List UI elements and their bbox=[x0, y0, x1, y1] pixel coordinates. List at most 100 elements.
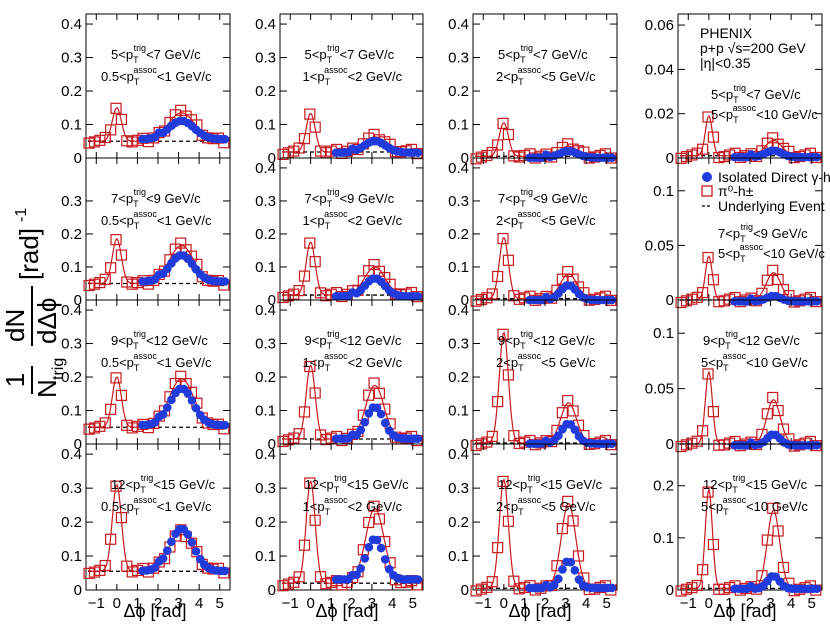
trig-label-part-2: trig bbox=[134, 43, 147, 53]
assoc-label: 1<pTassoc<2 GeV/c bbox=[303, 351, 403, 373]
y-tick-label: 0.3 bbox=[255, 50, 276, 67]
assoc-label-part-0: 5<p bbox=[701, 499, 723, 514]
trig-label: 9<pTtrig<12 GeV/c bbox=[498, 329, 595, 351]
pi0-point bbox=[368, 377, 380, 389]
y-tick-label: 0 bbox=[461, 582, 469, 599]
pi0-point bbox=[105, 403, 117, 415]
pi0-point bbox=[298, 539, 311, 551]
trig-label-part-0: 5<p bbox=[305, 47, 327, 62]
experiment-info: PHENIX p+p √s=200 GeV |η|<0.35 bbox=[700, 25, 806, 71]
pi0-point bbox=[767, 391, 779, 404]
trig-label-part-3: <12 GeV/c bbox=[340, 333, 402, 348]
assoc-label-part-0: 1<p bbox=[303, 355, 325, 370]
assoc-label-part-1: T bbox=[740, 254, 746, 264]
assoc-label-part-3: <5 GeV/c bbox=[541, 213, 596, 228]
xlabel-col-1: Δϕ [rad] bbox=[123, 601, 186, 621]
x-tick-label: −1 bbox=[282, 595, 299, 612]
pi0-point bbox=[115, 249, 128, 261]
pi0-point bbox=[556, 523, 568, 535]
direct-gamma-point bbox=[356, 425, 365, 435]
x-tick-label: −1 bbox=[88, 595, 105, 612]
trig-label: 5<pTtrig<7 GeV/c bbox=[305, 43, 395, 65]
y-tick-label: 0.04 bbox=[645, 61, 674, 78]
direct-gamma-point bbox=[554, 574, 563, 584]
pi0-point bbox=[502, 254, 515, 266]
direct-gamma-point bbox=[413, 148, 423, 157]
assoc-label-part-3: <2 GeV/c bbox=[348, 213, 403, 228]
trig-label-part-3: <12 GeV/c bbox=[533, 333, 595, 348]
pi0-point bbox=[298, 133, 311, 145]
pi0-point bbox=[309, 514, 321, 526]
pi0-point bbox=[105, 124, 117, 136]
y-tick-label: 0.1 bbox=[448, 259, 469, 276]
pi0-fit-curve bbox=[680, 370, 820, 445]
x-tick-label: 1 bbox=[725, 595, 733, 612]
assoc-label: 0.5<pTassoc<1 GeV/c bbox=[101, 65, 212, 87]
pi0-point bbox=[115, 511, 128, 524]
panel-r1c2: 00.10.20.30.45<pTtrig<7 GeV/c1<pTassoc<2… bbox=[255, 13, 424, 167]
trig-label: 12<pTtrig<15 GeV/c bbox=[305, 473, 410, 495]
assoc-label: 1<pTassoc<2 GeV/c bbox=[303, 209, 403, 231]
pi0-point bbox=[702, 368, 714, 380]
pi0-point bbox=[492, 542, 504, 554]
assoc-label-part-3: <10 GeV/c bbox=[763, 246, 825, 261]
pi0-point bbox=[492, 270, 504, 283]
collision-system: p+p √s=200 GeV bbox=[700, 40, 806, 56]
y-tick-label: 0.4 bbox=[255, 446, 276, 463]
assoc-label-part-0: 0.5<p bbox=[101, 69, 134, 84]
assoc-label-part-0: 1<p bbox=[303, 69, 325, 84]
trig-label: 9<pTtrig<12 GeV/c bbox=[305, 329, 402, 351]
y-tick-label: 0.1 bbox=[61, 259, 82, 276]
trig-label-part-3: <9 GeV/c bbox=[533, 191, 588, 206]
pi0-point bbox=[298, 406, 311, 418]
x-tick-label: 0 bbox=[500, 595, 508, 612]
direct-gamma-point bbox=[812, 297, 822, 306]
assoc-label: 2<pTassoc<5 GeV/c bbox=[496, 351, 596, 373]
pi0-point bbox=[702, 251, 714, 264]
pi0-point bbox=[697, 143, 709, 155]
pi0-point bbox=[105, 533, 117, 545]
panel-r1c1: 00.10.20.30.45<pTtrig<7 GeV/c0.5<pTassoc… bbox=[61, 13, 231, 167]
trig-label-part-2: trig bbox=[134, 187, 147, 197]
assoc-label: 5<pTassoc<10 GeV/c bbox=[711, 103, 818, 125]
pi0-point bbox=[697, 564, 709, 576]
trig-label-part-0: 12<p bbox=[498, 477, 527, 492]
direct-gamma-point bbox=[158, 410, 168, 419]
x-tick-label: 2 bbox=[347, 595, 355, 612]
trig-label: 9<pTtrig<12 GeV/c bbox=[703, 329, 800, 351]
y-tick-label: 0.1 bbox=[61, 117, 82, 134]
trig-label-part-1: T bbox=[733, 95, 739, 105]
y-tick-label: 0.3 bbox=[448, 50, 469, 67]
direct-gamma-point bbox=[413, 575, 423, 584]
y-tick-label: 0.05 bbox=[645, 237, 674, 254]
direct-gamma-point bbox=[220, 420, 230, 430]
pi0-point bbox=[572, 550, 585, 562]
x-tick-label: 4 bbox=[787, 595, 795, 612]
pi0-point bbox=[309, 256, 321, 268]
x-tick-label: 3 bbox=[368, 595, 376, 612]
pi0-point bbox=[502, 128, 515, 141]
assoc-label-part-2: assoc bbox=[324, 209, 348, 219]
pi0-point bbox=[761, 534, 773, 546]
assoc-label-part-2: assoc bbox=[133, 351, 157, 361]
trig-label-part-1: T bbox=[740, 234, 746, 244]
panel-grid: 00.10.20.30.45<pTtrig<7 GeV/c0.5<pTassoc… bbox=[61, 13, 825, 612]
pi0-fit-curve bbox=[281, 364, 421, 440]
direct-gamma-point bbox=[372, 535, 382, 545]
trig-label-part-3: <7 GeV/c bbox=[146, 47, 201, 62]
direct-gamma-point bbox=[360, 554, 370, 563]
y-tick-label: 0.2 bbox=[255, 83, 276, 100]
pi0-point bbox=[707, 131, 720, 143]
pi0-point bbox=[697, 425, 709, 437]
assoc-label: 1<pTassoc<2 GeV/c bbox=[303, 495, 403, 517]
pi0-point bbox=[497, 232, 509, 245]
pi0-fit-curve bbox=[475, 478, 615, 589]
panel-frame bbox=[279, 13, 424, 159]
y-tick-label: 0.4 bbox=[61, 446, 82, 463]
trig-label-part-3: <15 GeV/c bbox=[347, 477, 409, 492]
y-tick-label: 0.1 bbox=[448, 117, 469, 134]
assoc-label-part-2: assoc bbox=[324, 495, 348, 505]
x-tick-label: −1 bbox=[680, 595, 697, 612]
trig-label-part-1: T bbox=[133, 55, 139, 65]
pi0-point bbox=[691, 579, 703, 592]
